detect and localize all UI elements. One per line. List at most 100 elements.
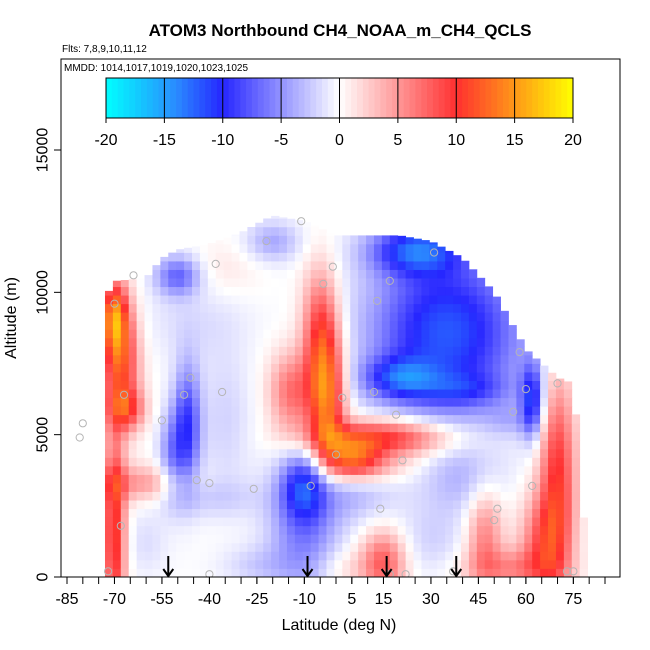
heatmap-cell [112,303,122,313]
heatmap-cell [310,252,319,262]
heatmap-cell [366,329,375,339]
heatmap-cell [294,457,304,467]
heatmap-cell [453,474,462,484]
heatmap-cell [342,551,351,561]
heatmap-cell [334,303,343,313]
heatmap-cell [255,346,264,356]
heatmap-cell [326,278,335,288]
heatmap-cell [104,517,114,527]
heatmap-cell [437,269,446,279]
heatmap-cell [429,397,438,407]
heatmap-cell [342,269,351,279]
heatmap-cell [192,286,201,296]
heatmap-cell [294,431,304,441]
colorbar-swatch [170,78,177,118]
heatmap-cell [334,517,343,527]
heatmap-cell [231,431,240,441]
heatmap-cell [500,474,509,484]
heatmap-cell [500,372,509,381]
heatmap-cell [120,431,130,441]
heatmap-cell [192,303,201,313]
heatmap-cell [207,295,217,305]
heatmap-cell [516,423,525,433]
heatmap-cell [199,517,209,527]
heatmap-cell [168,508,177,518]
heatmap-cell [255,226,264,236]
sample-point [528,481,537,490]
heatmap-cell [247,517,256,527]
heatmap-cell [263,218,272,228]
heatmap-cell [421,312,430,322]
heatmap-cell [176,295,185,305]
heatmap-cell [192,483,201,492]
heatmap-cell [461,508,470,518]
heatmap-cell [461,295,470,305]
heatmap-cell [334,380,343,390]
heatmap-cell [421,491,430,501]
heatmap-cell [104,346,114,356]
heatmap-cell [461,286,470,296]
heatmap-cell [112,517,122,527]
heatmap-cell [468,380,478,390]
heatmap-cell [413,389,422,399]
heatmap-cell [532,559,541,569]
heatmap-cell [286,252,296,262]
sample-point [392,410,401,419]
heatmap-cell [381,491,391,501]
heatmap-cell [318,508,327,518]
heatmap-cell [468,551,478,561]
heatmap-cell [421,448,430,458]
heatmap-cell [112,346,122,356]
heatmap-cell [342,252,351,262]
heatmap-cell [199,244,209,253]
heatmap-cell [255,508,264,518]
heatmap-cell [334,500,343,510]
heatmap-cell [500,568,509,577]
heatmap-cell [184,491,193,501]
heatmap-cell [223,237,232,245]
heatmap-cell [342,508,351,518]
heatmap-cell [468,525,478,535]
heatmap-cell [508,483,517,492]
heatmap-cell [144,491,153,501]
heatmap-cell [381,517,391,527]
heatmap-cell [318,329,327,339]
heatmap-cell [413,380,422,390]
heatmap-cell [421,240,430,245]
heatmap-cell [342,372,351,381]
heatmap-cell [516,568,525,577]
heatmap-cell [373,542,383,552]
heatmap-cell [397,243,407,253]
heatmap-cell [389,542,399,552]
heatmap-cell [263,397,272,407]
heatmap-cell [231,346,240,356]
heatmap-cell [342,346,351,356]
heatmap-cell [192,440,201,450]
heatmap-cell [215,269,225,279]
heatmap-cell [532,568,541,577]
heatmap-cell [540,542,549,552]
heatmap-cell [310,372,319,381]
heatmap-cell [381,286,391,296]
heatmap-cell [128,551,138,561]
heatmap-cell [397,329,407,339]
heatmap-cell [294,295,304,305]
heatmap-cell [484,525,494,535]
heatmap-cell [302,243,312,253]
heatmap-cell [302,286,312,296]
heatmap-cell [302,380,312,390]
heatmap-cell [136,500,145,510]
heatmap-cell [421,389,430,399]
heatmap-cell [421,525,430,535]
heatmap-cell [286,474,296,484]
heatmap-cell [421,414,430,424]
heatmap-cell [571,500,581,510]
heatmap-cell [223,269,232,279]
heatmap-cell [136,517,145,527]
heatmap-cell [184,312,193,322]
heatmap-cell [255,337,264,347]
heatmap-cell [120,508,130,518]
heatmap-cell [492,525,501,535]
heatmap-cell [548,380,557,390]
heatmap-cell [413,346,422,356]
